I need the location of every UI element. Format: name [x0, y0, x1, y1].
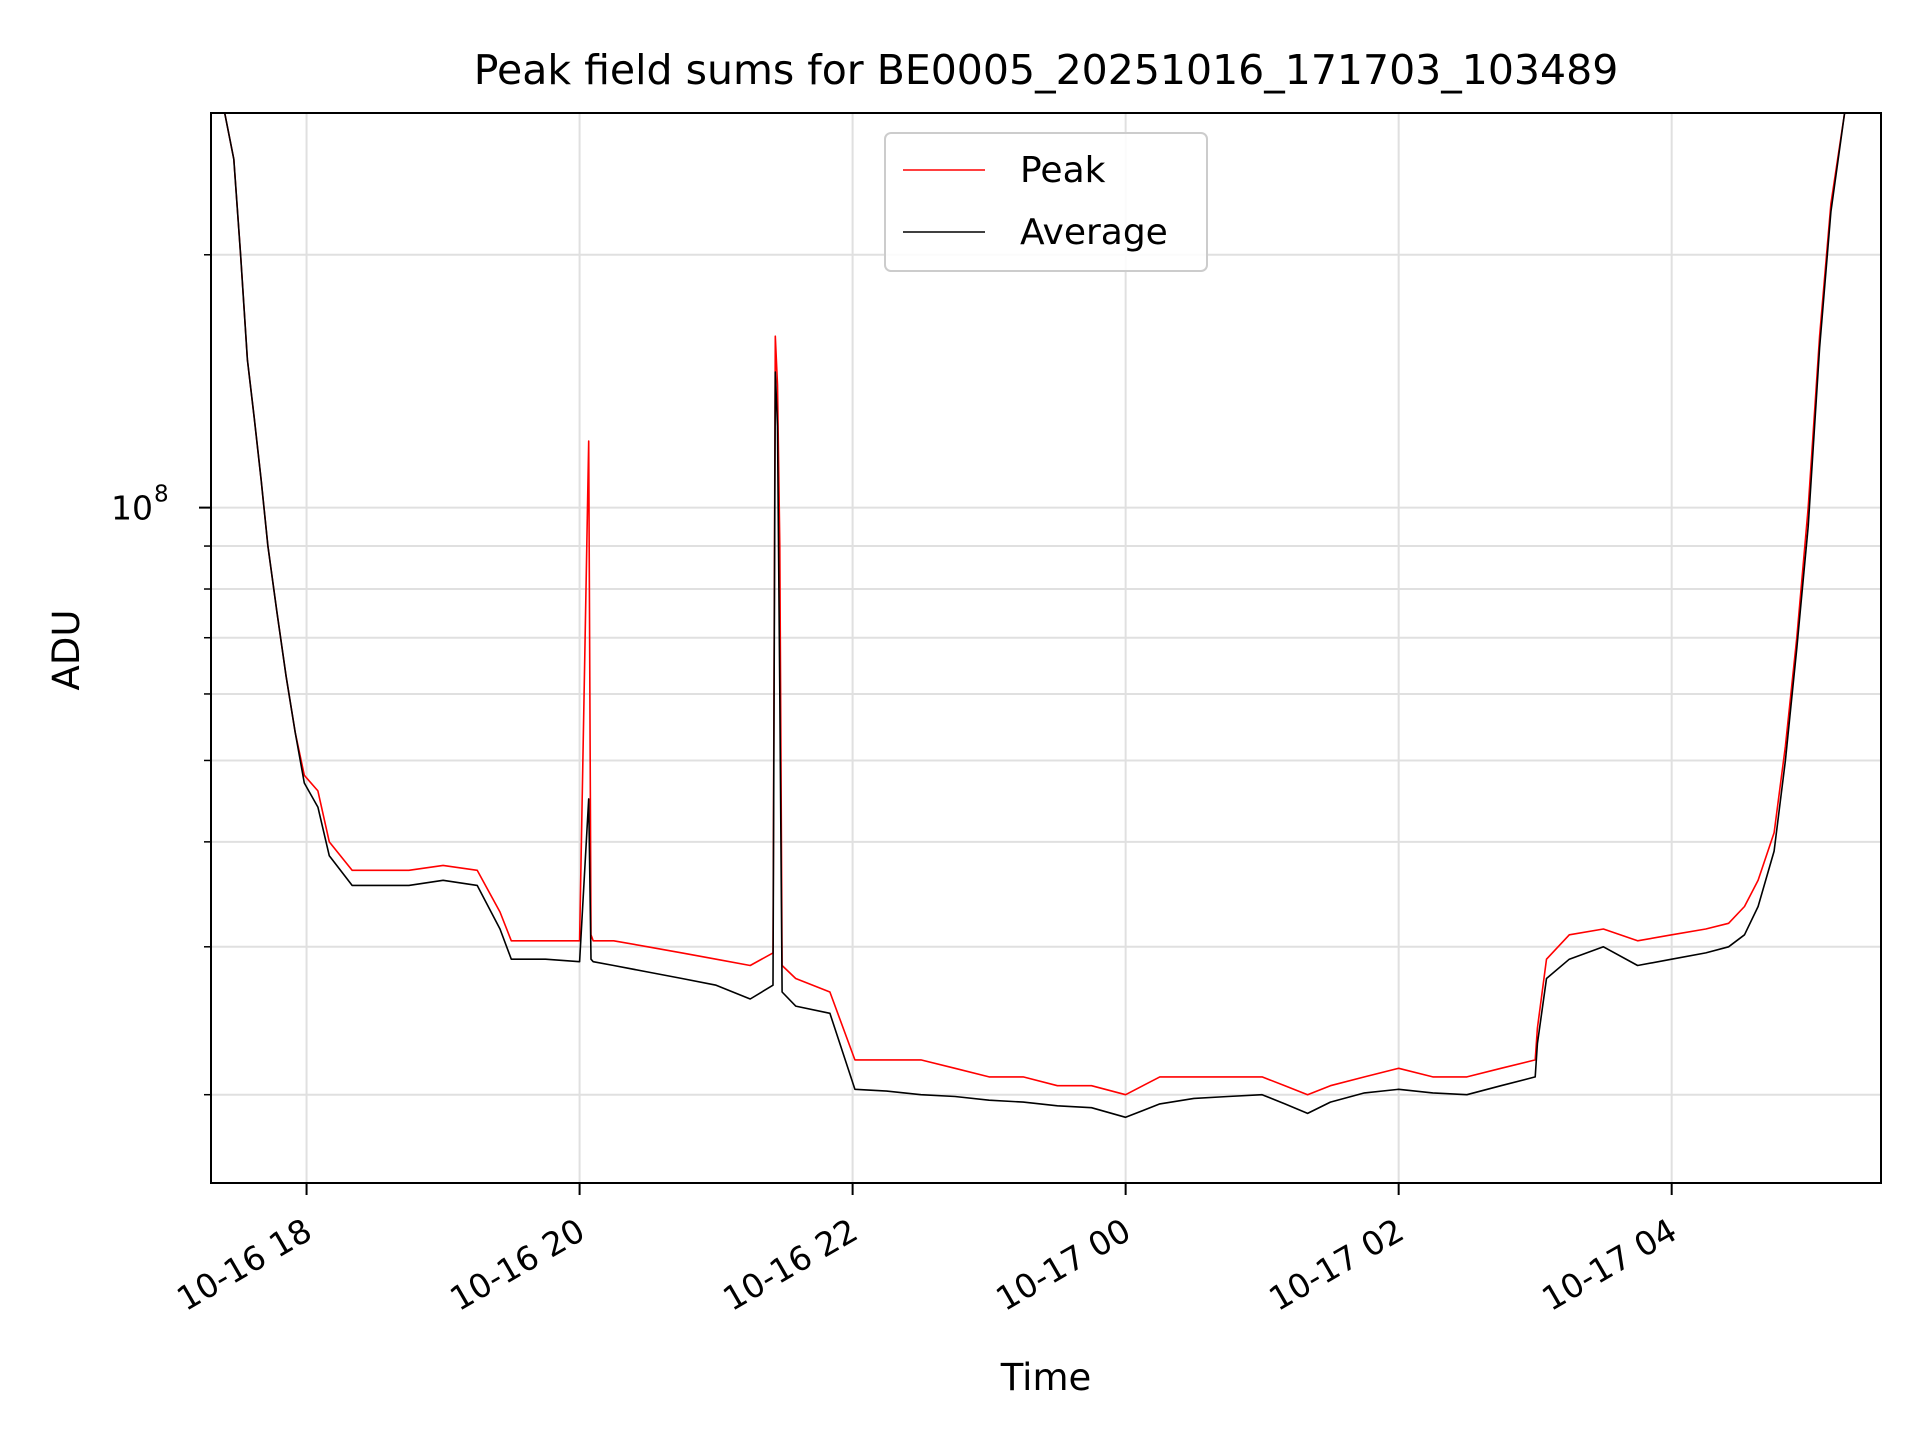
- series-line-peak: [223, 113, 1866, 1096]
- plot-frame: [210, 112, 1882, 1184]
- legend: Peak Average: [884, 132, 1208, 272]
- series-line-average: [223, 113, 1866, 1119]
- legend-label-peak: Peak: [1020, 150, 1106, 191]
- legend-label-average: Average: [1020, 212, 1168, 253]
- legend-box: [884, 132, 1208, 272]
- chart-title: Peak field sums for BE0005_20251016_1717…: [474, 46, 1619, 94]
- x-axis-label: Time: [1000, 1356, 1092, 1399]
- series-group: [223, 113, 1866, 1119]
- y-tick-exponent: 8: [154, 482, 169, 508]
- y-axis: 10 8: [111, 254, 211, 1096]
- y-tick-label: 10: [111, 489, 153, 528]
- y-axis-label: ADU: [45, 610, 88, 691]
